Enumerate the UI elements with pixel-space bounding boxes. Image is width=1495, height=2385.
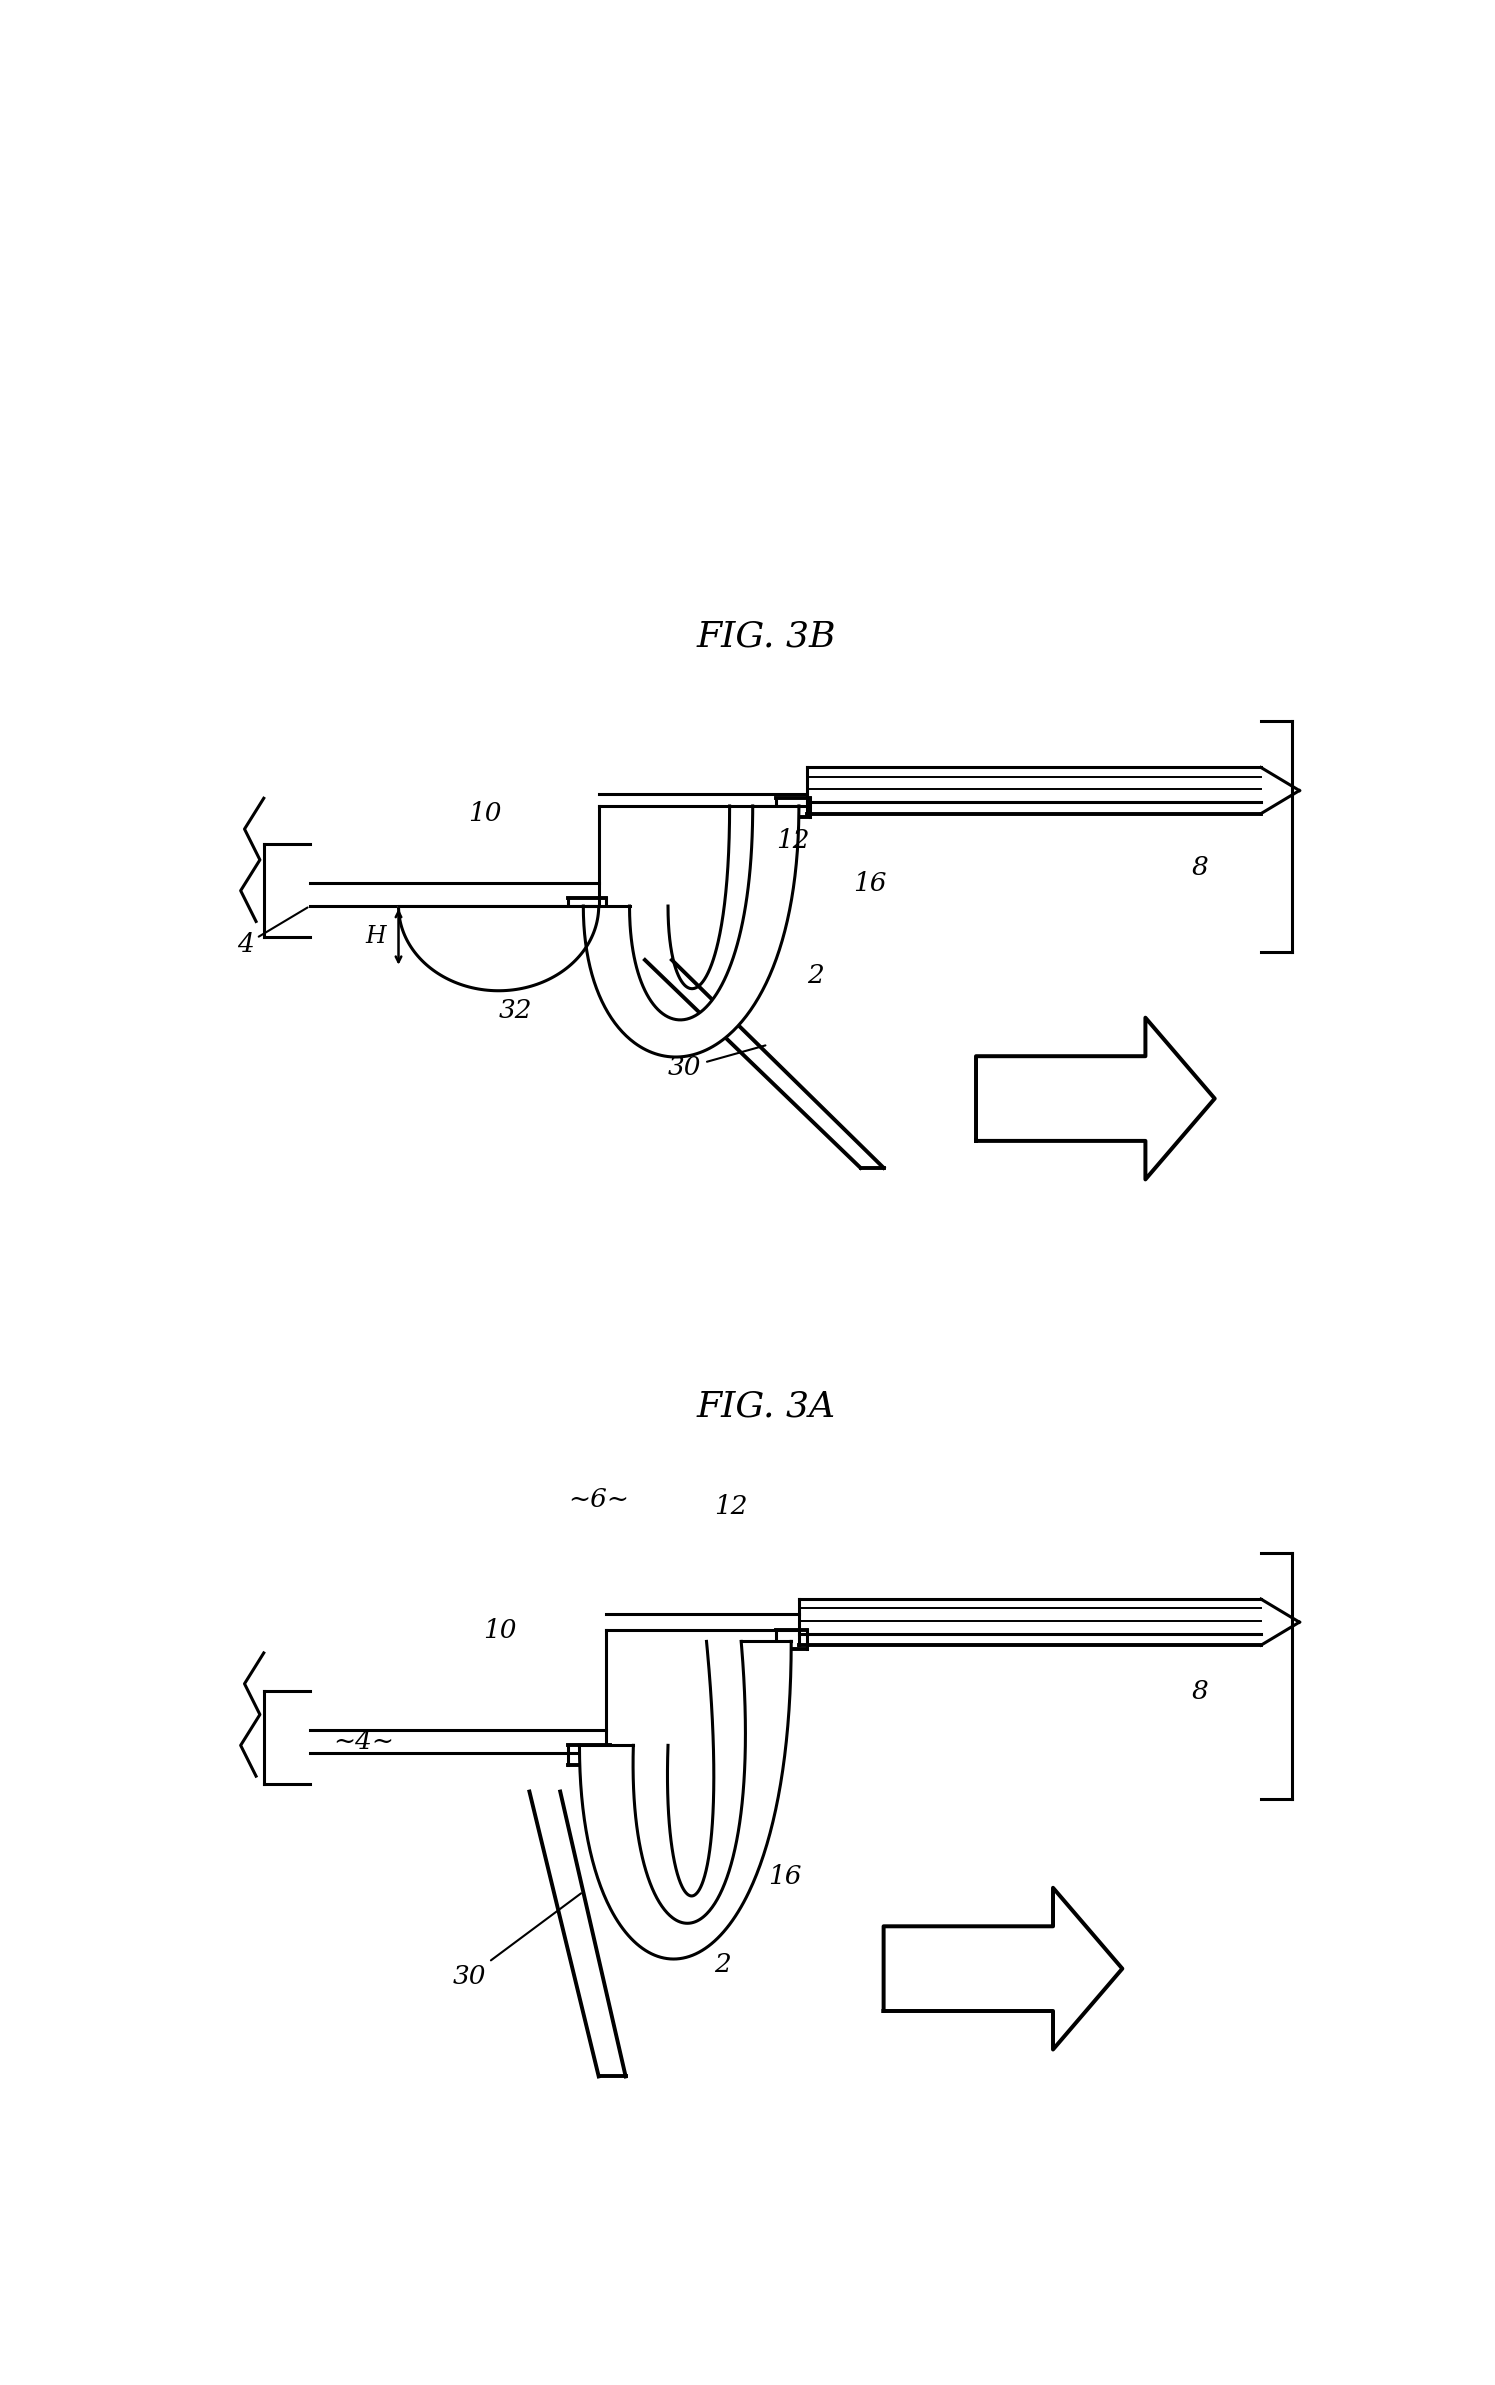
Text: 30: 30: [668, 1045, 765, 1080]
Polygon shape: [976, 1018, 1215, 1181]
Text: ~6~: ~6~: [568, 1486, 629, 1512]
Polygon shape: [399, 906, 598, 990]
Text: FIG. 3A: FIG. 3A: [697, 1390, 836, 1424]
Polygon shape: [580, 1641, 791, 1958]
Text: 32: 32: [499, 997, 532, 1023]
Text: 30: 30: [453, 1894, 582, 1989]
Text: FIG. 3B: FIG. 3B: [697, 620, 836, 653]
Text: 10: 10: [483, 1617, 517, 1643]
Text: 10: 10: [468, 801, 501, 825]
Text: 12: 12: [776, 828, 809, 854]
Text: 16: 16: [768, 1865, 801, 1889]
Text: 4: 4: [236, 906, 308, 956]
Text: 8: 8: [1192, 1679, 1208, 1705]
Text: ~4~: ~4~: [333, 1729, 395, 1755]
Polygon shape: [583, 806, 798, 1057]
Text: 8: 8: [1192, 856, 1208, 880]
Text: 2: 2: [715, 1953, 731, 1977]
Text: 2: 2: [807, 964, 824, 987]
Text: H: H: [365, 925, 386, 949]
Polygon shape: [884, 1889, 1123, 2049]
Text: 16: 16: [852, 871, 887, 897]
Text: 12: 12: [715, 1495, 748, 1519]
